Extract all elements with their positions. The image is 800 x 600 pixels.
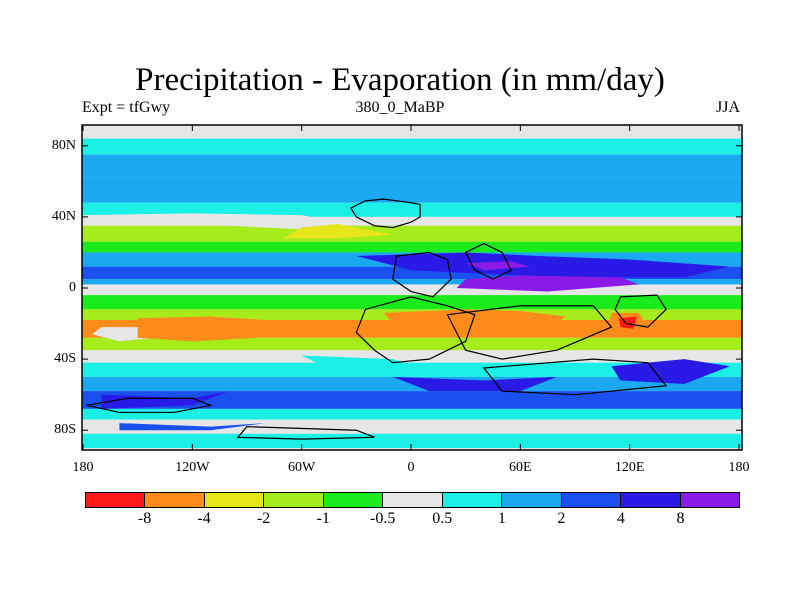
- feature-cyan-south: [301, 355, 430, 374]
- colorbar-label: -4: [197, 510, 211, 527]
- coastline-south-land: [482, 358, 668, 396]
- x-tick-label: 120E: [614, 460, 645, 475]
- band-63s: [82, 391, 742, 409]
- feature-atlantic-yellow: [283, 224, 393, 239]
- band-60n: [82, 154, 742, 178]
- x-tick-label: 180: [728, 460, 750, 475]
- x-tick-label: 60E: [509, 460, 532, 475]
- y-tick-label: 80S: [54, 422, 76, 438]
- band-50n: [82, 177, 742, 203]
- y-tick-label: 40N: [51, 208, 76, 224]
- coastline-gondwana-east: [446, 305, 613, 360]
- colorbar-label: 0.5: [432, 510, 453, 527]
- band-32s: [82, 337, 742, 351]
- band-equator: [82, 284, 742, 296]
- page-title: Precipitation - Evaporation (in mm/day): [135, 62, 665, 98]
- colorbar-swatch: [86, 493, 146, 507]
- band-polar-north: [82, 128, 742, 139]
- coastline-west-block: [392, 251, 452, 298]
- colorbar-swatch: [502, 493, 562, 507]
- coastline-south-pacific: [86, 397, 213, 414]
- colorbar-swatch: [145, 493, 205, 507]
- y-tick-label: 80N: [51, 137, 76, 153]
- band-70s: [82, 408, 742, 420]
- colorbar-swatch: [323, 493, 384, 507]
- band-polar-south: [82, 433, 742, 448]
- colorbar-swatch: [561, 493, 622, 507]
- feature-np-dry: [83, 213, 339, 230]
- band-23n: [82, 241, 742, 253]
- experiment-label: Expt = tfGwy: [82, 99, 171, 116]
- x-tick-label: 60W: [288, 460, 316, 475]
- feature-se-pacific-orange: [137, 316, 266, 342]
- feature-southern-dark: [101, 391, 229, 409]
- colorbar-label: 2: [557, 510, 566, 527]
- colorbar-label: 4: [616, 510, 625, 527]
- x-tick-label: 0: [407, 460, 415, 475]
- colorbar-label: 8: [676, 510, 685, 527]
- time-label: 380_0_MaBP: [355, 99, 445, 116]
- coastline-polar-strip: [236, 426, 375, 440]
- colorbar-label: -8: [137, 510, 152, 527]
- x-tick-label: 120W: [175, 460, 210, 475]
- colorbar: [85, 492, 740, 508]
- feature-south-indian-dark: [611, 359, 730, 384]
- y-tick-label: 0: [69, 280, 76, 295]
- coastline-east-island: [614, 294, 667, 328]
- feature-deep-south-blue: [119, 423, 266, 431]
- feature-south-atlantic-dark: [392, 376, 557, 392]
- colorbar-label: 1: [497, 510, 506, 527]
- coastline-north-island: [350, 198, 421, 229]
- colorbar-swatch: [442, 493, 503, 507]
- colorbar-swatch: [204, 493, 265, 507]
- coastline-gondwana-west: [355, 296, 476, 364]
- colorbar-swatch: [383, 493, 443, 507]
- colorbar-label: -1: [316, 510, 330, 527]
- x-tick-label: 180: [72, 460, 94, 475]
- feature-violet-core: [465, 261, 530, 271]
- feature-s-atlantic-orange: [383, 309, 566, 336]
- band-itcz-south: [82, 279, 742, 285]
- band-40s: [82, 350, 742, 363]
- colorbar-swatch: [680, 493, 739, 507]
- colorbar-label: -2: [256, 510, 271, 527]
- season-label: JJA: [715, 99, 740, 116]
- band-30n: [82, 225, 742, 242]
- y-tick-label: 40S: [54, 351, 76, 367]
- band-45n: [82, 202, 742, 217]
- colorbar-swatch: [621, 493, 681, 507]
- band-78s: [82, 419, 742, 434]
- coastline-arabia-block: [464, 242, 513, 280]
- colorbar-swatch: [264, 493, 324, 507]
- feature-violet-equator: [456, 275, 639, 292]
- colorbar-label: -0.5: [370, 510, 396, 527]
- band-high-lat-north: [82, 138, 742, 155]
